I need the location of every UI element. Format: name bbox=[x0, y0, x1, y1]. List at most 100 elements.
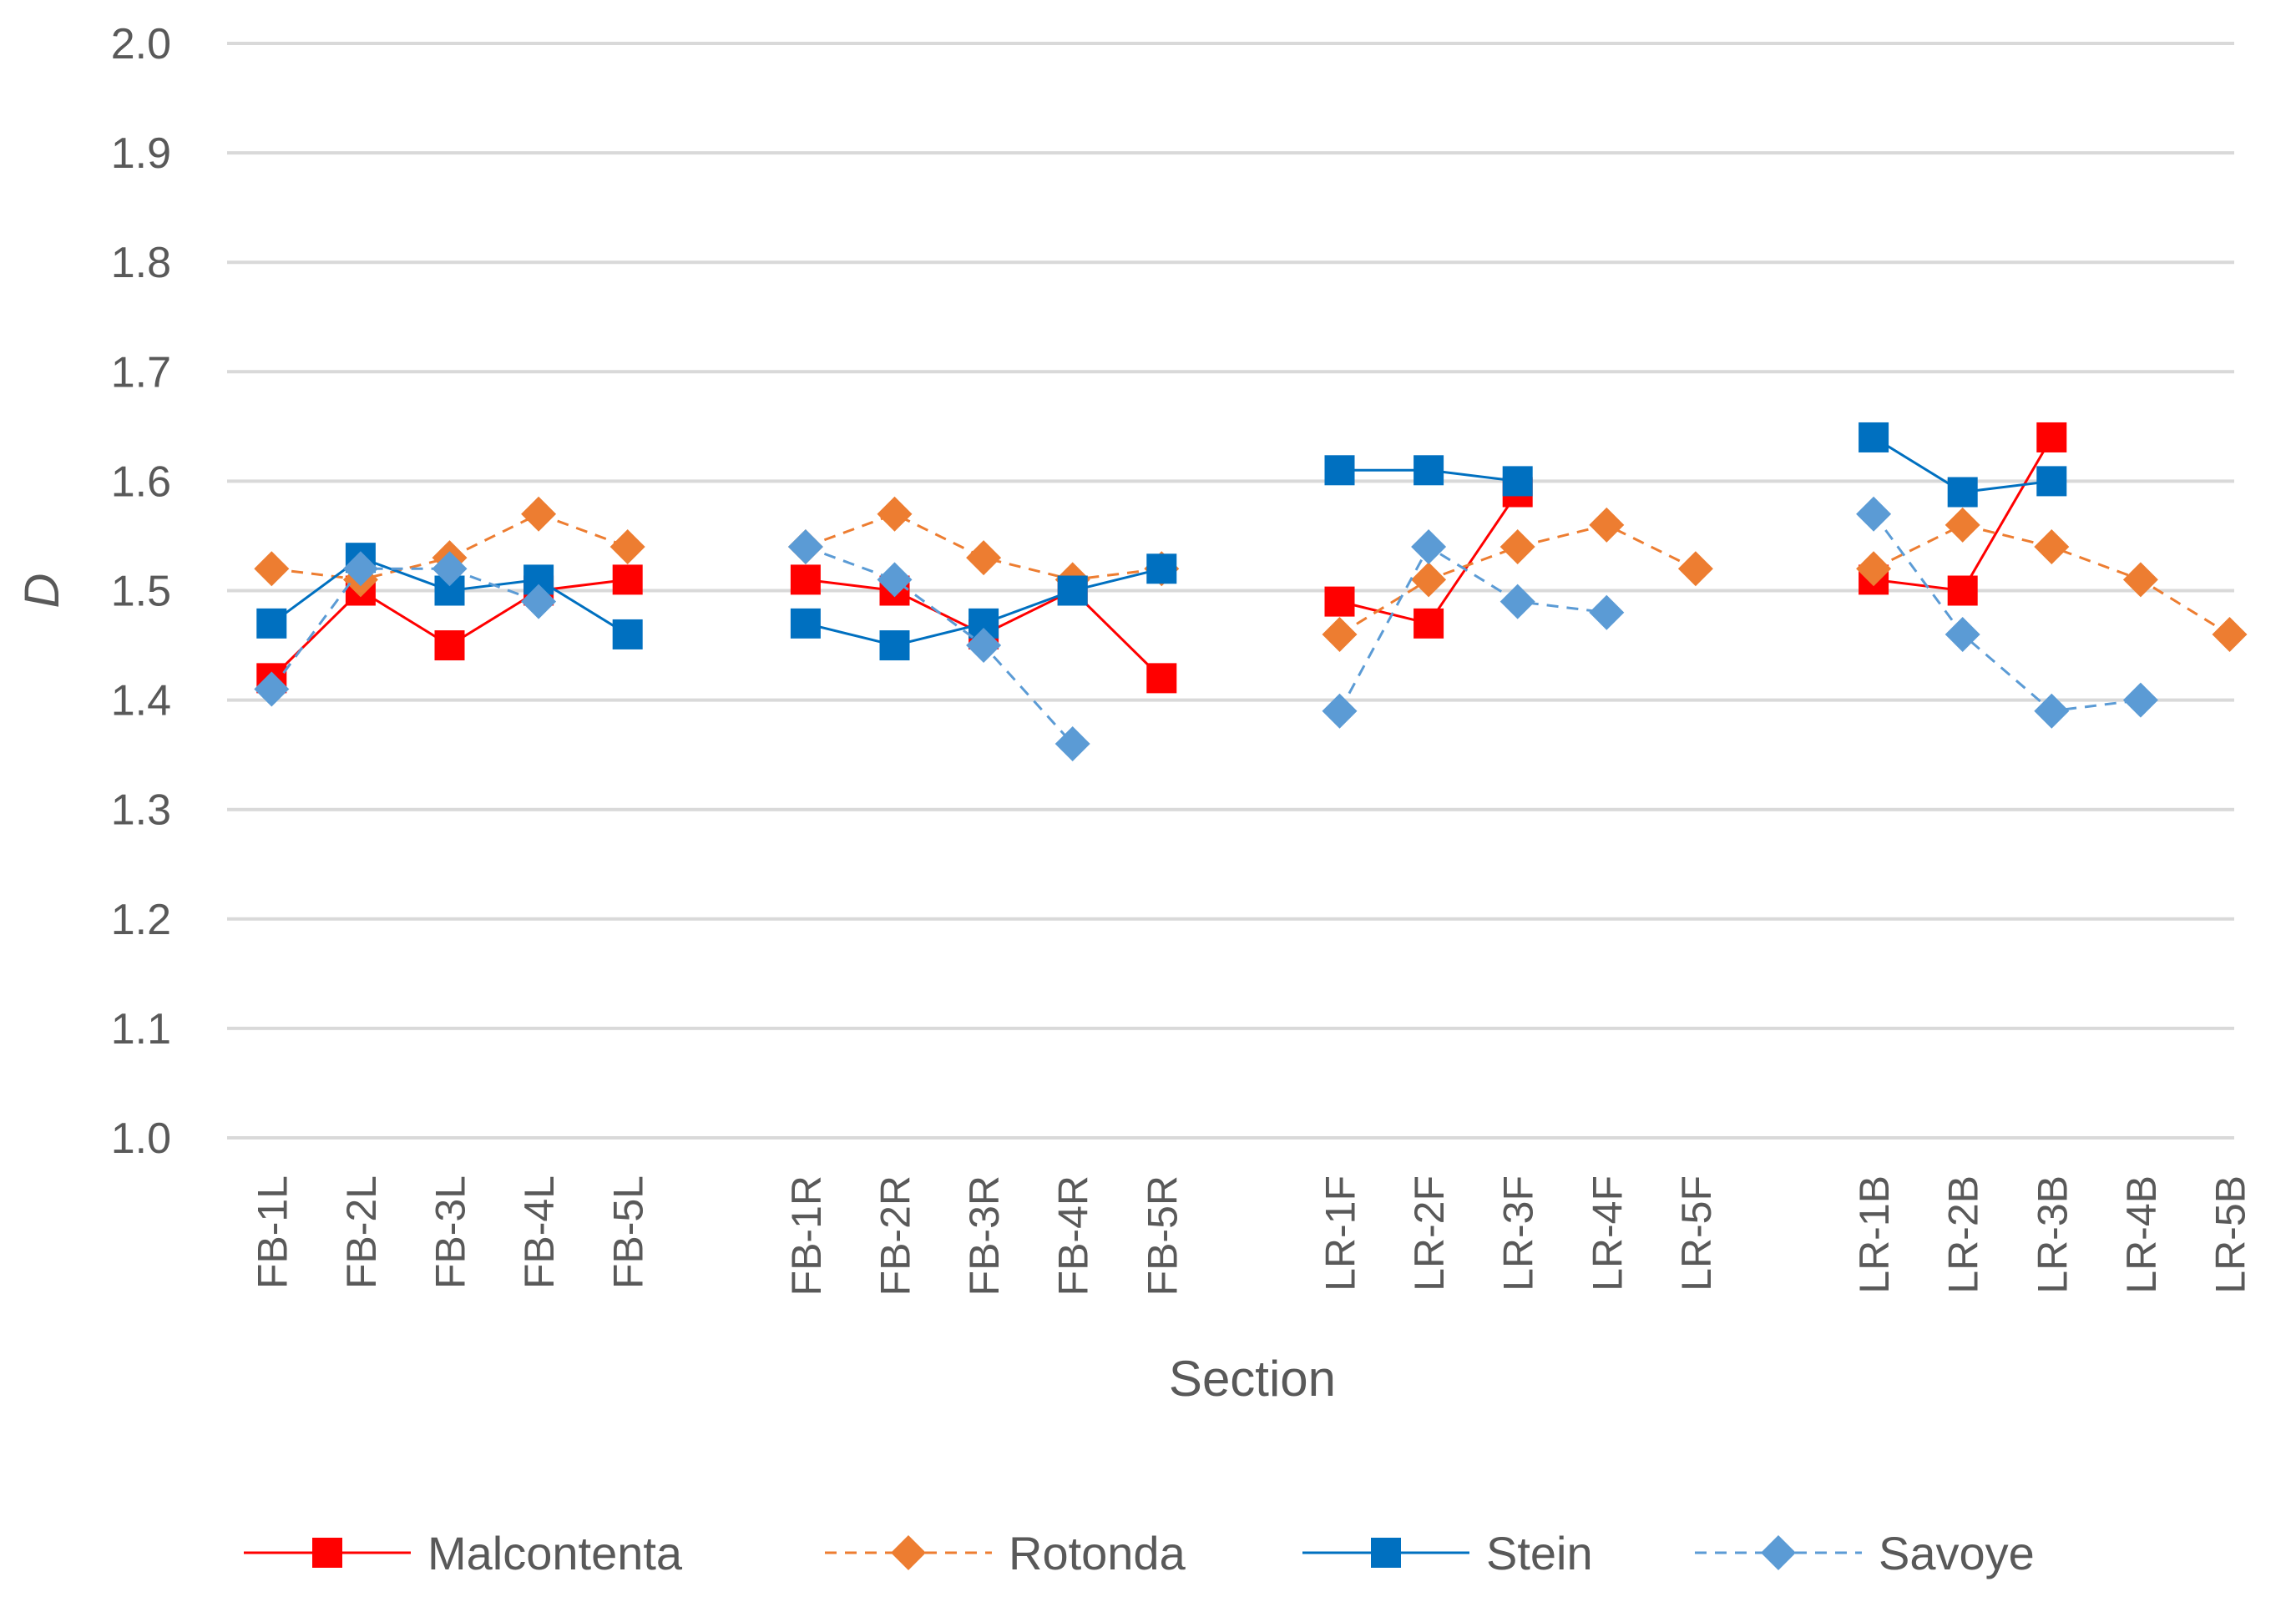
data-point-stein bbox=[1947, 477, 1978, 508]
y-tick-label: 1.8 bbox=[111, 239, 171, 287]
x-tick-label: FB-3R bbox=[961, 1175, 1008, 1296]
x-tick-label: LR-3B bbox=[2029, 1175, 2076, 1294]
data-point-savoye bbox=[342, 551, 378, 587]
data-point-rotonda bbox=[254, 551, 290, 587]
series-stein bbox=[256, 422, 2067, 661]
series-line-savoye bbox=[1338, 544, 1607, 712]
y-tick-label: 1.6 bbox=[111, 457, 171, 506]
data-point-rotonda bbox=[1411, 562, 1447, 598]
y-axis-title: D bbox=[15, 574, 69, 609]
data-point-savoye bbox=[1322, 693, 1358, 729]
data-point-malcontenta bbox=[1146, 663, 1177, 694]
x-tick-label: FB-2L bbox=[338, 1175, 385, 1289]
data-point-savoye bbox=[1589, 594, 1625, 630]
data-point-savoye bbox=[2122, 682, 2158, 718]
data-point-rotonda bbox=[2212, 616, 2248, 652]
y-tick-label: 1.5 bbox=[111, 568, 171, 616]
data-point-malcontenta bbox=[1324, 586, 1355, 617]
data-point-stein bbox=[1057, 575, 1088, 606]
data-point-savoye bbox=[1945, 616, 1980, 652]
legend-marker-savoye bbox=[1761, 1535, 1796, 1570]
data-point-savoye bbox=[877, 562, 913, 598]
legend-item-savoye: Savoye bbox=[1695, 1527, 2035, 1579]
data-point-stein bbox=[1859, 422, 1889, 452]
data-point-savoye bbox=[521, 584, 557, 619]
y-tick-label: 1.7 bbox=[111, 348, 171, 397]
x-tick-label: LR-1F bbox=[1317, 1175, 1364, 1291]
data-point-malcontenta bbox=[434, 630, 465, 661]
x-tick-label: LR-5F bbox=[1673, 1175, 1720, 1291]
y-tick-label: 1.3 bbox=[111, 786, 171, 835]
legend: Malcontenta Rotonda Stein Savoye bbox=[244, 1527, 2035, 1579]
x-tick-label: FB-5R bbox=[1139, 1175, 1186, 1296]
legend-marker-malcontenta bbox=[312, 1538, 342, 1568]
data-point-stein bbox=[1414, 455, 1444, 486]
data-point-stein bbox=[790, 608, 821, 639]
legend-label-stein: Stein bbox=[1486, 1527, 1593, 1579]
legend-item-stein: Stein bbox=[1302, 1527, 1593, 1579]
y-axis: 1.0 1.1 1.2 1.3 1.4 1.5 1.6 1.7 1.8 1.9 2.0 bbox=[111, 20, 171, 1163]
x-axis: FB-1L FB-2L FB-3L FB-4L FB-5L FB-1R FB-2R FB-3R… bbox=[249, 1175, 2253, 1296]
data-point-savoye bbox=[1499, 584, 1535, 619]
y-tick-label: 1.4 bbox=[111, 677, 171, 725]
data-point-savoye bbox=[1411, 529, 1447, 565]
legend-marker-stein bbox=[1371, 1538, 1401, 1568]
data-point-rotonda bbox=[1677, 551, 1713, 587]
x-tick-label: FB-5L bbox=[605, 1175, 652, 1289]
data-point-savoye bbox=[254, 671, 290, 707]
data-point-rotonda bbox=[877, 496, 913, 532]
legend-label-malcontenta: Malcontenta bbox=[427, 1527, 683, 1579]
data-point-savoye bbox=[1856, 496, 1892, 532]
data-point-stein bbox=[612, 619, 643, 649]
legend-item-malcontenta: Malcontenta bbox=[244, 1527, 683, 1579]
data-point-malcontenta bbox=[612, 564, 643, 595]
data-point-savoye bbox=[432, 551, 468, 587]
x-tick-label: FB-4R bbox=[1050, 1175, 1097, 1296]
data-point-rotonda bbox=[1589, 507, 1625, 543]
legend-label-savoye: Savoye bbox=[1879, 1527, 2035, 1579]
series-line-rotonda bbox=[805, 513, 1162, 581]
y-tick-label: 2.0 bbox=[111, 20, 171, 68]
x-tick-label: FB-1L bbox=[249, 1175, 296, 1289]
series-line-savoye bbox=[805, 545, 1074, 745]
data-point-malcontenta bbox=[1947, 575, 1978, 606]
legend-label-rotonda: Rotonda bbox=[1009, 1527, 1186, 1579]
x-tick-label: FB-3L bbox=[427, 1175, 474, 1289]
data-point-stein bbox=[256, 608, 287, 639]
data-point-malcontenta bbox=[1414, 608, 1444, 639]
x-tick-label: LR-1B bbox=[1851, 1175, 1898, 1294]
x-tick-label: LR-3F bbox=[1495, 1175, 1542, 1291]
legend-marker-rotonda bbox=[891, 1535, 926, 1570]
data-point-stein bbox=[1502, 466, 1533, 497]
x-tick-label: LR-2F bbox=[1406, 1175, 1453, 1291]
x-tick-label: FB-1R bbox=[783, 1175, 830, 1296]
data-point-stein bbox=[1324, 455, 1355, 486]
series-line-savoye bbox=[1872, 513, 2142, 713]
y-tick-label: 1.9 bbox=[111, 129, 171, 178]
series-savoye bbox=[254, 496, 2158, 762]
data-point-rotonda bbox=[966, 540, 1002, 576]
x-tick-label: FB-2R bbox=[872, 1175, 919, 1296]
x-tick-label: LR-5B bbox=[2207, 1175, 2254, 1294]
data-point-rotonda bbox=[1322, 616, 1358, 652]
data-point-stein bbox=[2036, 466, 2067, 497]
data-point-rotonda bbox=[521, 496, 557, 532]
data-point-rotonda bbox=[2034, 529, 2070, 565]
data-point-stein bbox=[1146, 553, 1177, 584]
x-axis-title: Section bbox=[1169, 1351, 1336, 1407]
legend-item-rotonda: Rotonda bbox=[825, 1527, 1186, 1579]
series-line-rotonda bbox=[1338, 523, 1697, 636]
series-line-savoye bbox=[271, 567, 539, 690]
data-point-savoye bbox=[1054, 726, 1090, 762]
x-tick-label: LR-4B bbox=[2118, 1175, 2165, 1294]
y-tick-label: 1.2 bbox=[111, 896, 171, 944]
x-tick-label: FB-4L bbox=[516, 1175, 563, 1289]
data-point-savoye bbox=[787, 529, 823, 565]
y-tick-label: 1.0 bbox=[111, 1114, 171, 1163]
data-point-rotonda bbox=[1499, 529, 1535, 565]
data-point-stein bbox=[879, 630, 910, 661]
data-point-rotonda bbox=[1945, 507, 1980, 543]
data-point-malcontenta bbox=[2036, 422, 2067, 452]
gridlines bbox=[227, 42, 2234, 1140]
data-point-savoye bbox=[966, 628, 1002, 664]
